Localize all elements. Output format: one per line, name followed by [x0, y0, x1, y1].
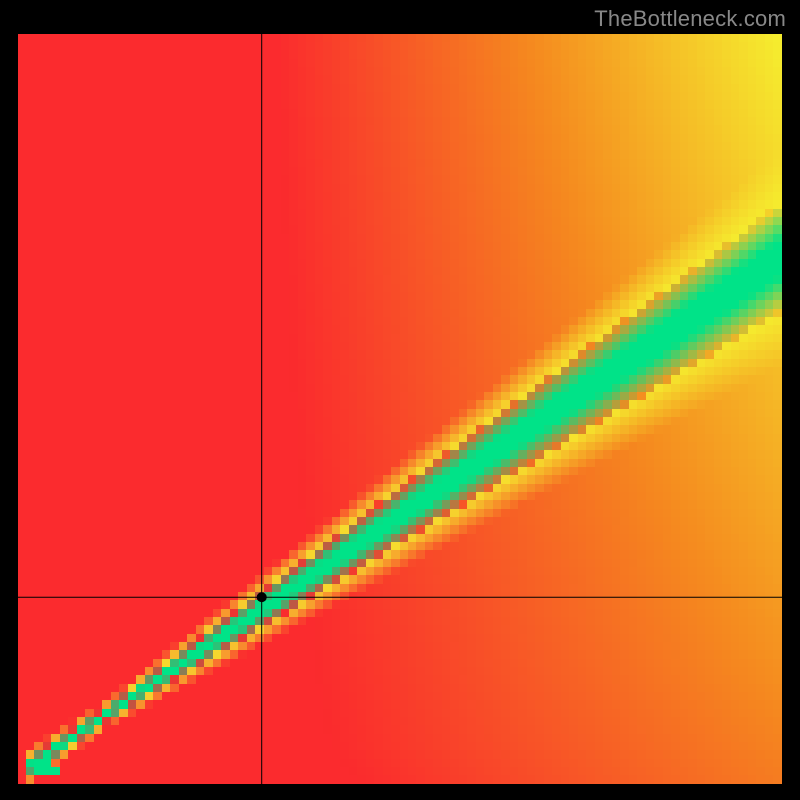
- heatmap-canvas: [18, 34, 782, 784]
- heatmap-canvas-holder: [18, 34, 782, 784]
- watermark-label: TheBottleneck.com: [594, 6, 786, 32]
- chart-container: TheBottleneck.com: [0, 0, 800, 800]
